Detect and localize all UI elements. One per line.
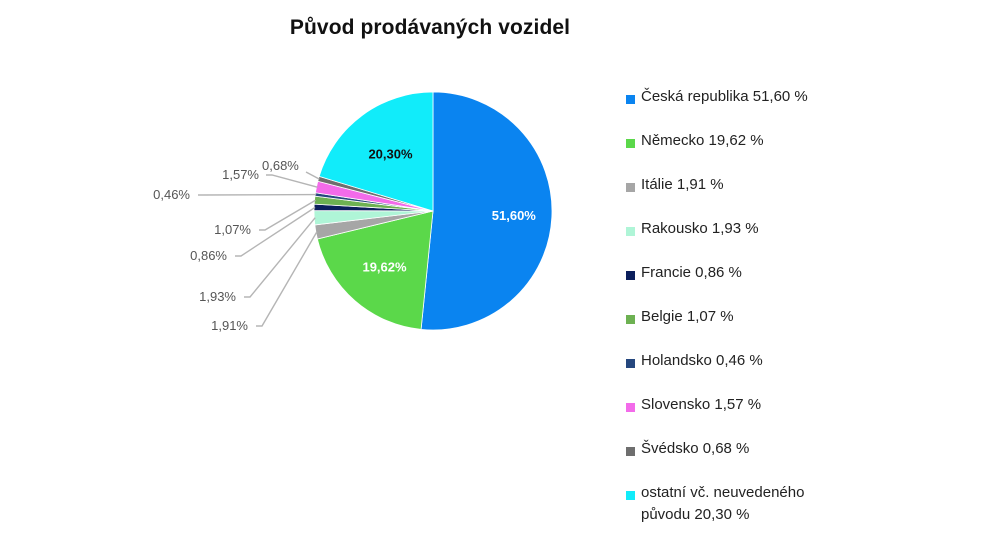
legend-item-nemecko: Německo 19,62 %: [626, 132, 916, 152]
data-label-svedsko: 0,68%: [262, 158, 299, 173]
legend-label: ostatní vč. neuvedeného původu 20,30 %: [641, 484, 805, 523]
legend-item-ceska-republika: Česká republika 51,60 %: [626, 88, 916, 108]
legend-label: Belgie 1,07 %: [641, 308, 734, 325]
legend-item-holandsko: Holandsko 0,46 %: [626, 352, 916, 372]
legend-item-ostatni-vc-neuvedeneho-puvodu: ostatní vč. neuvedeného původu 20,30 %: [626, 484, 916, 526]
data-label-rakousko: 1,93%: [199, 289, 236, 304]
leader-line-svedsko: [305, 171, 320, 180]
legend-label: Německo 19,62 %: [641, 132, 764, 149]
leader-line-rakousko: [244, 217, 316, 298]
legend-label: Česká republika 51,60 %: [641, 88, 808, 105]
legend-item-francie: Francie 0,86 %: [626, 264, 916, 284]
legend-label: Itálie 1,91 %: [641, 176, 724, 193]
legend-swatch: [626, 227, 635, 236]
legend-label: Francie 0,86 %: [641, 264, 742, 281]
data-label-belgie: 1,07%: [214, 222, 251, 237]
leader-line-francie: [235, 206, 316, 257]
data-label-francie: 0,86%: [190, 248, 227, 263]
legend-label: Rakousko 1,93 %: [641, 220, 759, 237]
data-label-ceska-republika: 51,60%: [492, 208, 537, 223]
data-label-slovensko: 1,57%: [222, 167, 259, 182]
leader-line-slovensko: [266, 174, 318, 188]
data-label-nemecko: 19,62%: [362, 260, 407, 275]
legend-item-rakousko: Rakousko 1,93 %: [626, 220, 916, 240]
chart-title: Původ prodávaných vozidel: [289, 16, 571, 39]
legend-swatch: [626, 139, 635, 148]
leader-line-belgie: [259, 199, 316, 231]
legend-swatch: [626, 315, 635, 324]
legend-swatch: [626, 271, 635, 280]
legend-item-slovensko: Slovensko 1,57 %: [626, 396, 916, 416]
data-label-italie: 1,91%: [211, 318, 248, 333]
legend-label: Slovensko 1,57 %: [641, 396, 762, 413]
data-label-ostatni-vc-neuvedeneho-puvodu: 20,30%: [368, 147, 413, 162]
legend-label: Švédsko 0,68 %: [641, 440, 750, 457]
leader-line-italie: [256, 231, 318, 327]
legend-label: Holandsko 0,46 %: [641, 352, 763, 369]
data-label-holandsko: 0,46%: [153, 187, 190, 202]
pie-slice-ceska-republika: [420, 91, 553, 331]
legend-item-svedsko: Švédsko 0,68 %: [626, 440, 916, 460]
legend-swatch: [626, 447, 635, 456]
pie-slice-ostatni-vc-neuvedeneho-puvodu: [318, 91, 434, 212]
legend-swatch: [626, 491, 635, 500]
legend-swatch: [626, 183, 635, 192]
legend-item-italie: Itálie 1,91 %: [626, 176, 916, 196]
pie-slice-nemecko: [316, 210, 434, 330]
legend-item-belgie: Belgie 1,07 %: [626, 308, 916, 328]
legend-swatch: [626, 95, 635, 104]
legend-swatch: [626, 403, 635, 412]
legend-swatch: [626, 359, 635, 368]
